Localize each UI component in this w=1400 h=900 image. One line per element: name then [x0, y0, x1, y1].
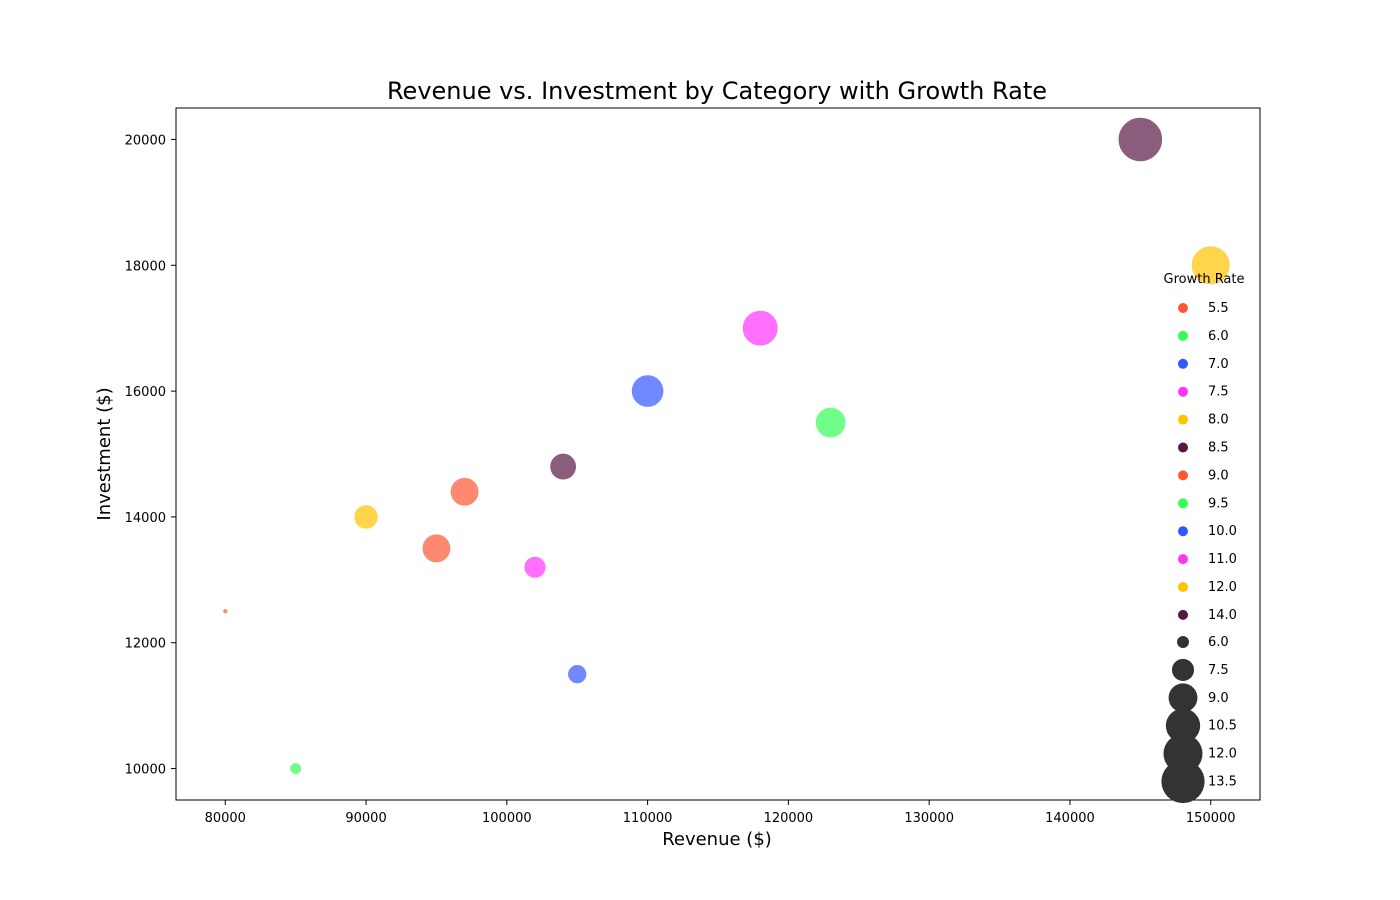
legend-hue-label: 9.5: [1208, 496, 1229, 511]
legend-size-marker: [1161, 759, 1205, 804]
x-axis-ticks: 80000 90000 100000 110000 120000 130000 140000…: [205, 800, 1236, 826]
legend-size-marker: [1171, 658, 1195, 681]
y-tick-label: 16000: [125, 385, 166, 400]
data-point: [523, 555, 547, 579]
x-tick-label: 110000: [623, 811, 673, 826]
legend-hue-marker: [1178, 554, 1188, 565]
y-axis-ticks: 10000 12000 14000 16000 18000 20000: [125, 133, 176, 778]
legend-hue-marker: [1178, 498, 1188, 509]
x-tick-label: 80000: [205, 811, 246, 826]
legend-hue-marker: [1178, 358, 1188, 369]
legend-size-marker: [1165, 708, 1201, 743]
legend-size-label: 10.5: [1208, 719, 1237, 734]
legend-hue-marker: [1178, 470, 1188, 481]
data-point: [630, 374, 665, 408]
legend-hue-label: 5.5: [1208, 301, 1229, 316]
y-axis-label: Investment ($): [94, 387, 115, 520]
chart-title: Revenue vs. Investment by Category with …: [387, 77, 1047, 105]
legend-size-label: 7.5: [1208, 663, 1229, 678]
legend-hue-label: 8.5: [1208, 441, 1229, 456]
data-point: [1190, 245, 1231, 286]
legend: Growth Rate 5.5 6.0 7.0 7.5 8.0 8.5 9.0 9.5 10.0…: [1161, 272, 1245, 804]
legend-hue-label: 14.0: [1208, 608, 1237, 623]
data-point: [353, 504, 379, 530]
x-tick-label: 120000: [764, 811, 814, 826]
data-points: [222, 116, 1231, 776]
x-tick-label: 90000: [345, 811, 386, 826]
legend-hue-marker: [1178, 414, 1188, 425]
x-tick-label: 150000: [1186, 811, 1236, 826]
y-tick-label: 12000: [125, 637, 166, 652]
y-tick-label: 14000: [125, 511, 166, 526]
legend-hue-marker: [1178, 442, 1188, 453]
legend-hue-label: 8.0: [1208, 413, 1229, 428]
legend-size-label: 6.0: [1208, 635, 1229, 650]
legend-size-label: 13.5: [1208, 775, 1237, 790]
legend-size-marker: [1168, 683, 1198, 713]
legend-hue-marker: [1178, 330, 1188, 341]
data-point: [549, 452, 578, 481]
data-point: [1117, 116, 1164, 163]
legend-hue-label: 7.5: [1208, 385, 1229, 400]
y-tick-label: 10000: [125, 763, 166, 778]
y-tick-label: 20000: [125, 133, 166, 148]
legend-hue-label: 9.0: [1208, 468, 1229, 483]
legend-hue-label: 7.0: [1208, 357, 1229, 372]
x-tick-label: 130000: [904, 811, 954, 826]
legend-hue-marker: [1178, 526, 1188, 537]
data-point: [421, 533, 452, 564]
legend-size-marker: [1177, 636, 1189, 648]
legend-size-label: 9.0: [1208, 691, 1229, 706]
legend-hue-label: 11.0: [1208, 552, 1237, 567]
legend-hue-marker: [1178, 609, 1188, 620]
data-point: [741, 309, 779, 347]
data-point: [222, 608, 229, 615]
plot-frame: [175, 107, 1261, 801]
x-tick-label: 140000: [1045, 811, 1095, 826]
x-axis-label: Revenue ($): [662, 829, 772, 850]
legend-size-label: 12.0: [1208, 747, 1237, 762]
y-tick-label: 18000: [125, 259, 166, 274]
legend-title: Growth Rate: [1164, 272, 1245, 287]
legend-hue-marker: [1178, 582, 1188, 592]
legend-hue-label: 10.0: [1208, 524, 1237, 539]
data-point: [567, 664, 588, 685]
legend-hue-marker: [1178, 303, 1188, 313]
legend-hue-label: 6.0: [1208, 329, 1229, 344]
legend-hue-marker: [1178, 386, 1188, 397]
data-point: [814, 406, 847, 439]
data-point: [449, 476, 480, 507]
x-tick-label: 100000: [482, 811, 532, 826]
data-point: [289, 762, 303, 776]
legend-hue-label: 12.0: [1208, 580, 1237, 595]
